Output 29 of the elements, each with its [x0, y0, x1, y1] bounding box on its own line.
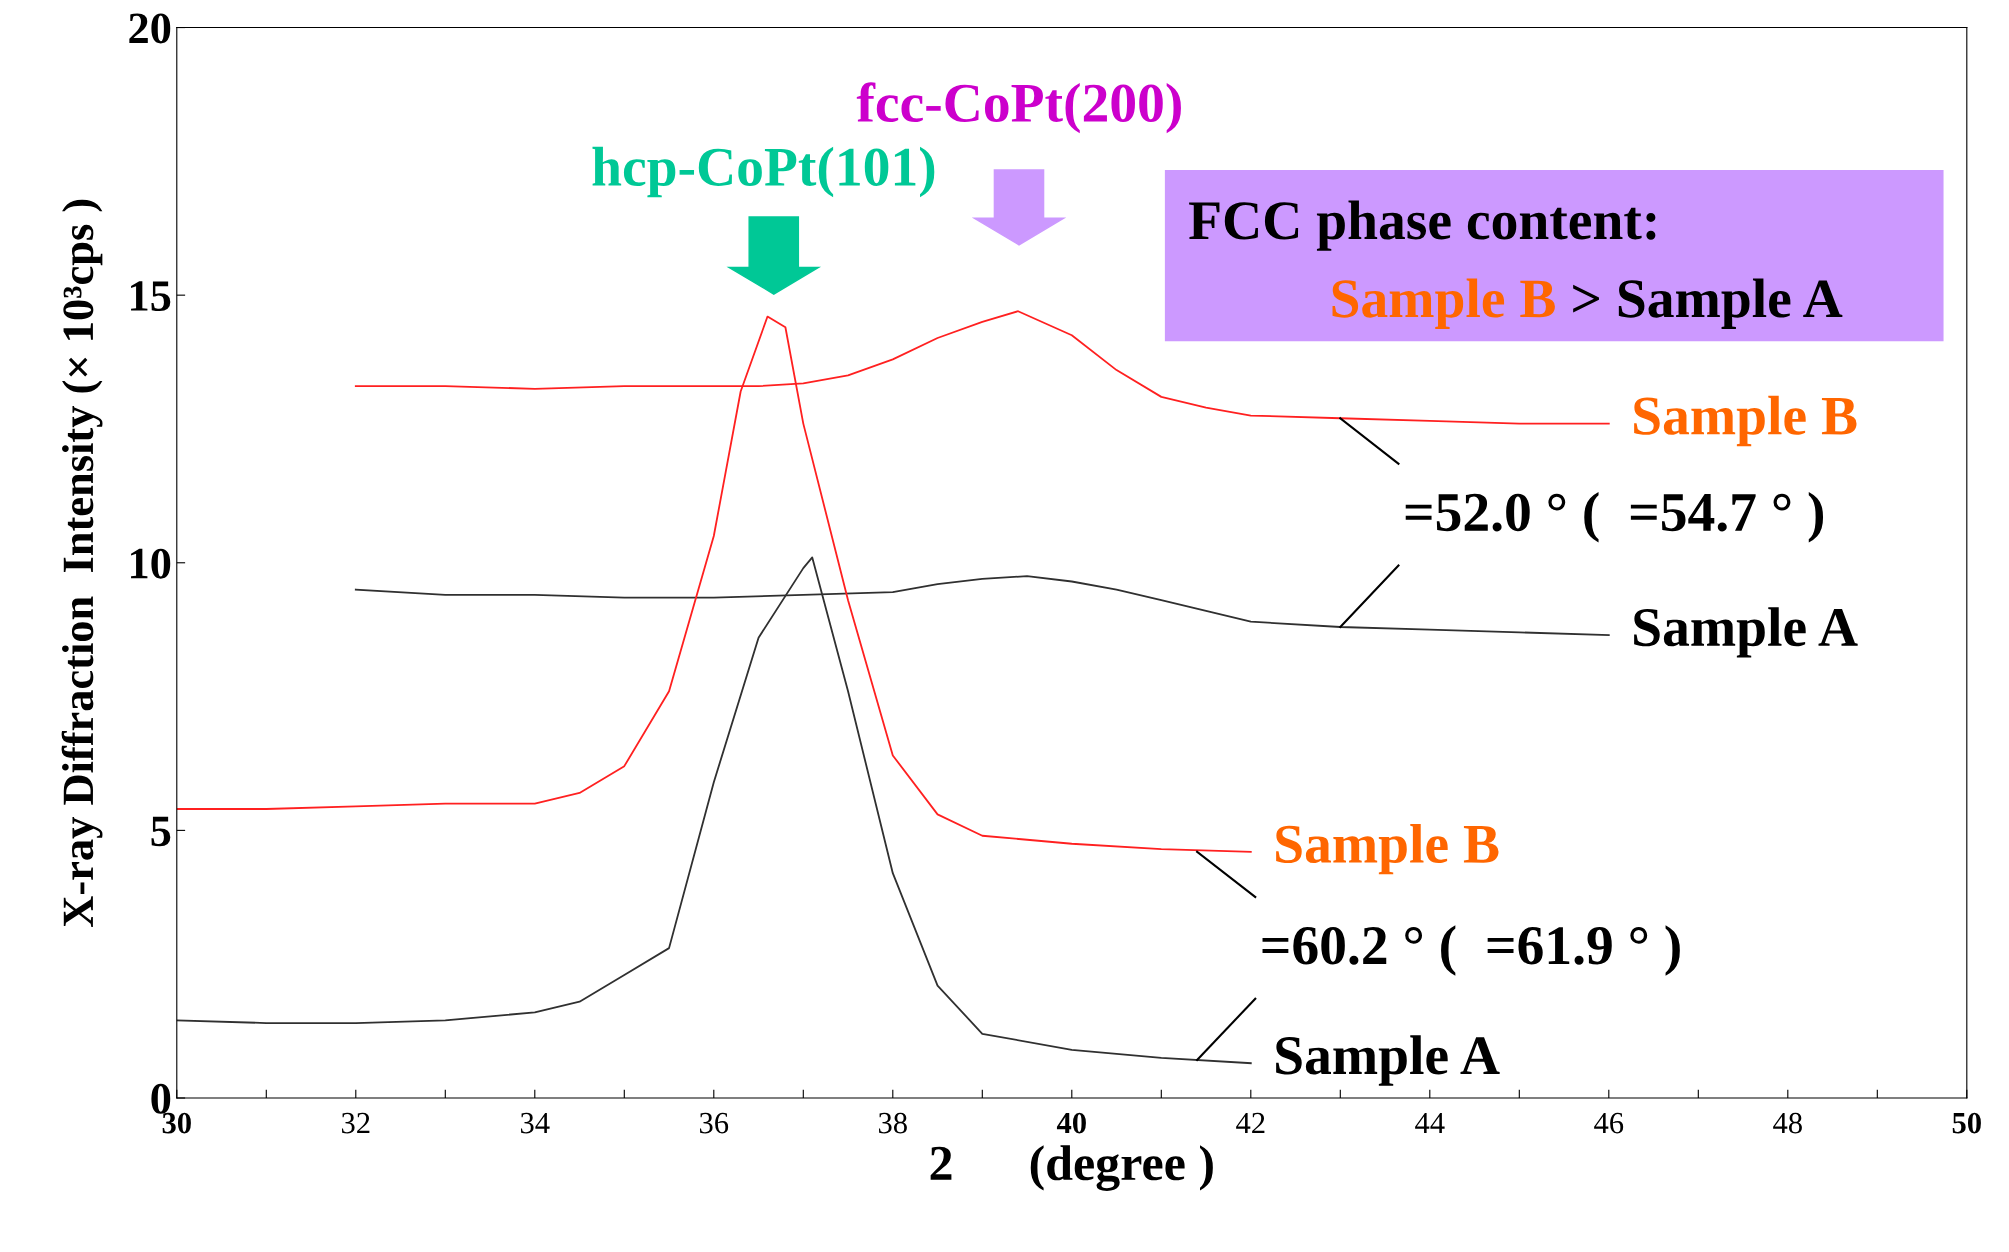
y-axis-title: X-ray Diffraction Intensity (× 10³cps )	[61, 199, 103, 927]
series-label: Sample B	[1276, 823, 1499, 875]
x-tick-label: 48	[1773, 1112, 1802, 1134]
annotation: fcc-CoPt(200)	[856, 82, 1181, 134]
series-label: Sample B	[1634, 395, 1857, 447]
annotation: Sample B	[1332, 278, 1555, 329]
annotation: =60.2 ° ( =61.9 ° )	[1262, 925, 1680, 976]
annotation: hcp-CoPt(101)	[592, 146, 935, 198]
y-tick-label: 20	[129, 13, 171, 44]
x-tick-label: 50	[1952, 1112, 1981, 1134]
x-axis-title: 2 (degree )	[930, 1145, 1213, 1191]
y-tick-label: 15	[131, 281, 171, 312]
x-tick-label: 46	[1594, 1112, 1624, 1134]
x-tick-label: 36	[699, 1112, 729, 1134]
annotation: =52.0 ° ( =54.7 ° )	[1405, 492, 1824, 543]
x-tick-label: 30	[162, 1112, 191, 1134]
x-tick-label: 44	[1415, 1112, 1445, 1134]
annotation: > Sample A	[1573, 278, 1843, 329]
y-tick-label: 10	[131, 548, 171, 579]
annotation: FCC phase content:	[1189, 200, 1656, 251]
y-tick-label: 5	[151, 816, 171, 847]
x-tick-label: 38	[878, 1112, 907, 1134]
x-tick-label: 32	[341, 1112, 370, 1134]
x-tick-label: 34	[520, 1112, 550, 1134]
x-tick-label: 40	[1056, 1112, 1086, 1134]
y-tick-label: 0	[151, 1083, 171, 1114]
x-tick-label: 42	[1236, 1112, 1265, 1134]
series-label: Sample A	[1276, 1035, 1500, 1086]
series-label: Sample A	[1634, 607, 1858, 658]
